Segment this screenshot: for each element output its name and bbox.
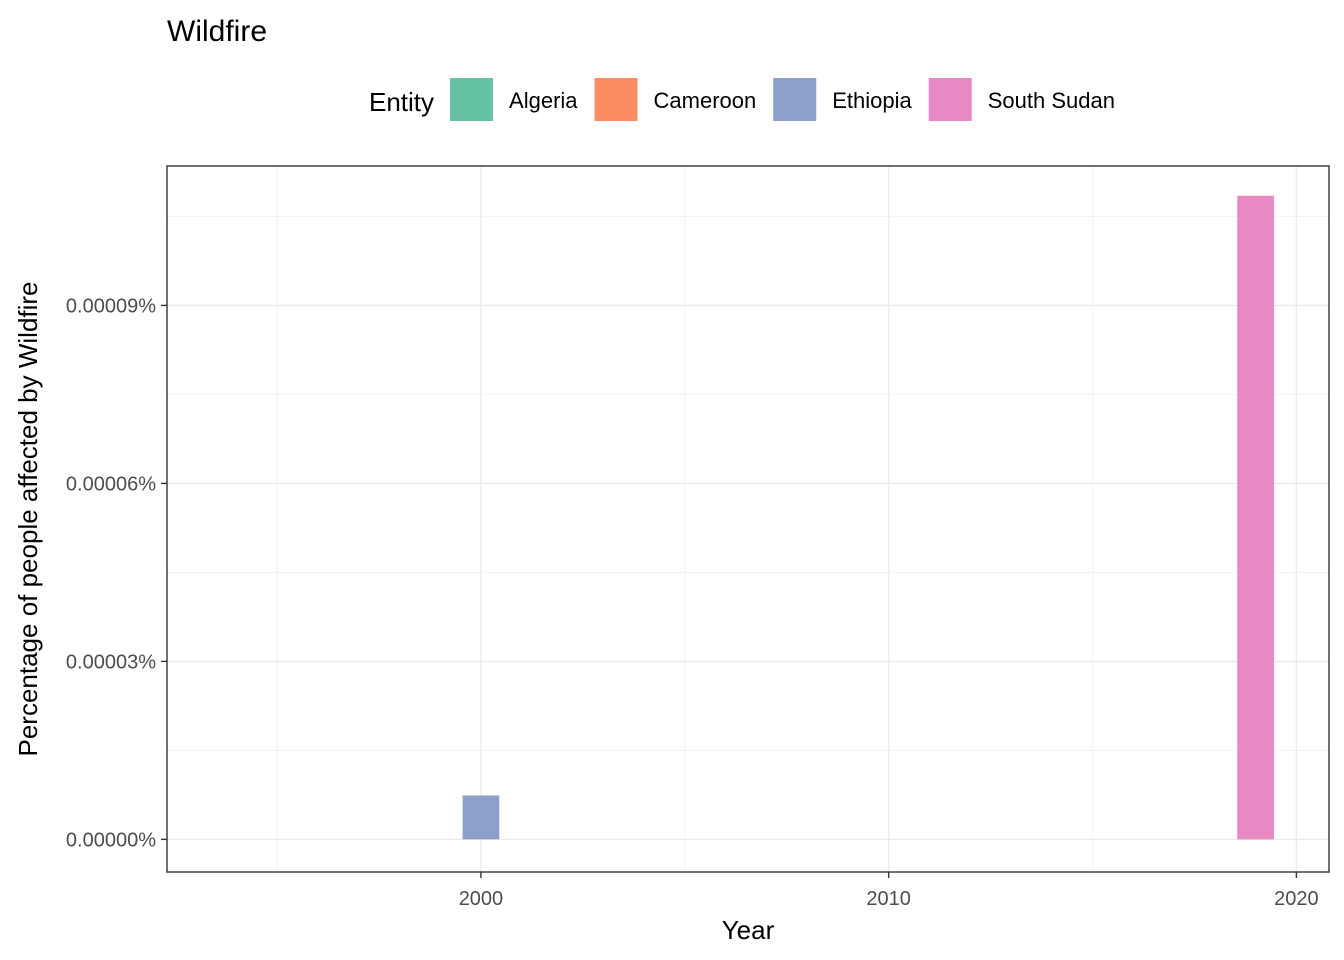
y-axis-title: Percentage of people affected by Wildfir… [13, 281, 43, 756]
legend-key-ethiopia [773, 78, 817, 121]
legend: Entity Algeria Cameroon Ethiopia South Suda… [369, 78, 1115, 121]
x-tick-label: 2020 [1274, 888, 1319, 910]
x-tick-label: 2010 [866, 888, 911, 910]
y-tick-label: 0.00009% [66, 295, 156, 317]
legend-key-south-sudan [928, 78, 972, 121]
legend-label-algeria: Algeria [509, 88, 578, 113]
legend-title: Entity [369, 87, 434, 117]
plot-panel [166, 165, 1330, 873]
y-axis: 0.00000% 0.00003% 0.00006% 0.00009% [66, 295, 167, 851]
chart-title: Wildfire [167, 15, 267, 48]
bars [462, 195, 1274, 840]
legend-key-algeria [450, 78, 494, 121]
x-axis: 2000 2010 2020 [459, 872, 1319, 910]
y-tick-label: 0.00006% [66, 473, 156, 495]
x-tick-label: 2000 [459, 888, 504, 910]
legend-label-cameroon: Cameroon [654, 88, 757, 113]
legend-key-cameroon [594, 78, 638, 121]
grid [167, 166, 1329, 872]
legend-label-south-sudan: South Sudan [988, 88, 1115, 113]
legend-label-ethiopia: Ethiopia [832, 88, 912, 113]
x-axis-title: Year [722, 915, 775, 945]
bar-ethiopia [462, 795, 500, 840]
y-tick-label: 0.00003% [66, 651, 156, 673]
y-tick-label: 0.00000% [66, 829, 156, 851]
bar-south-sudan [1237, 195, 1274, 840]
